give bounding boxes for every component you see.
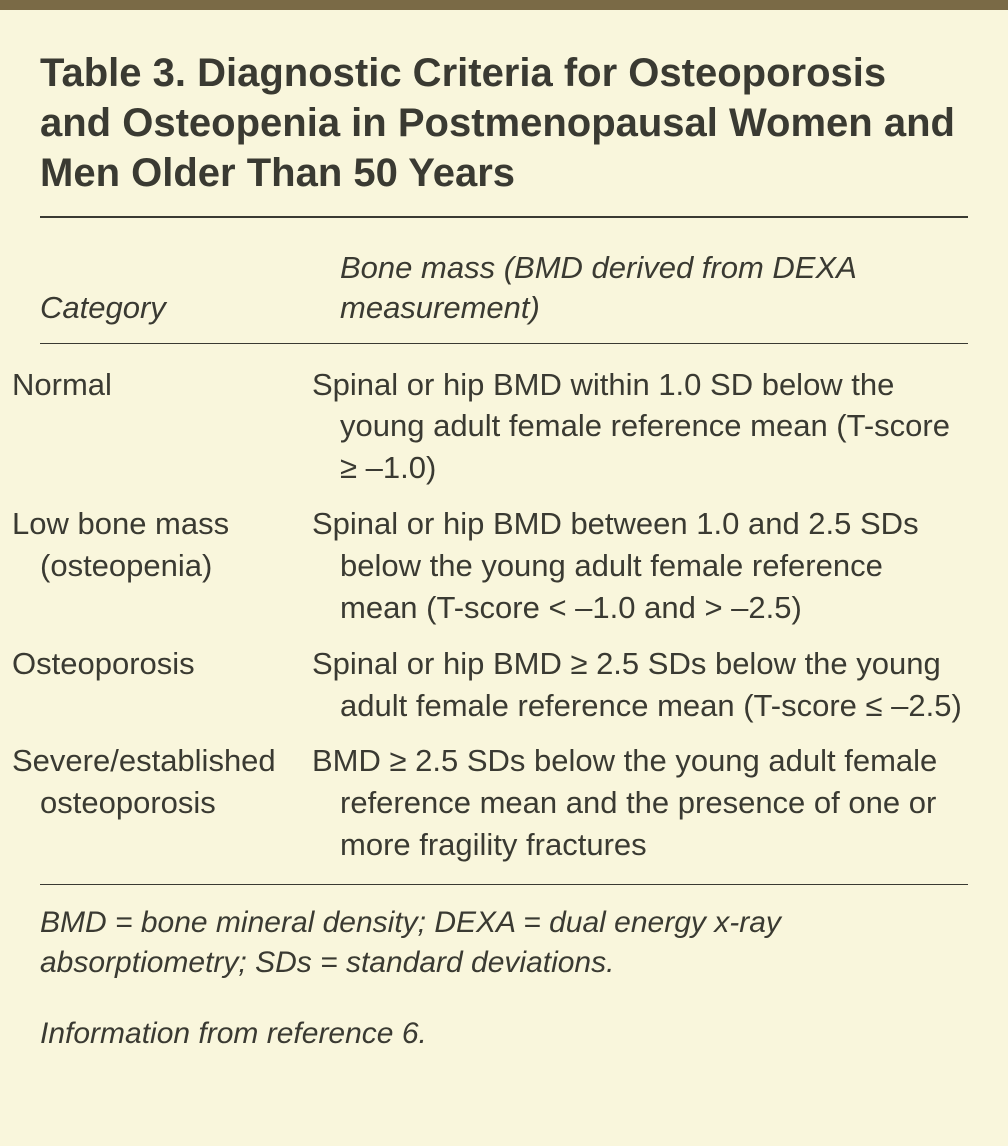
cell-category: Severe/established osteoporosis xyxy=(40,740,340,824)
table-row: Normal Spinal or hip BMD within 1.0 SD b… xyxy=(40,364,968,490)
column-header-category: Category xyxy=(40,288,340,328)
cell-category: Low bone mass (osteopenia) xyxy=(40,503,340,587)
column-header-bone-mass: Bone mass (BMD derived from DEXA measure… xyxy=(340,248,968,329)
table-frame: Table 3. Diagnostic Criteria for Osteopo… xyxy=(0,0,1008,1146)
table-row: Severe/established osteoporosis BMD ≥ 2.… xyxy=(40,740,968,866)
cell-bone-mass: Spinal or hip BMD within 1.0 SD below th… xyxy=(340,364,968,490)
cell-bone-mass: Spinal or hip BMD between 1.0 and 2.5 SD… xyxy=(340,503,968,629)
rule-bottom xyxy=(40,884,968,885)
table-title: Table 3. Diagnostic Criteria for Osteopo… xyxy=(40,48,968,198)
cell-bone-mass: Spinal or hip BMD ≥ 2.5 SDs below the yo… xyxy=(340,643,968,727)
cell-bone-mass: BMD ≥ 2.5 SDs below the young adult fema… xyxy=(340,740,968,866)
table-header-row: Category Bone mass (BMD derived from DEX… xyxy=(40,218,968,343)
cell-category: Normal xyxy=(40,364,340,406)
table-body: Normal Spinal or hip BMD within 1.0 SD b… xyxy=(40,344,968,884)
footnote-abbreviations: BMD = bone mineral density; DEXA = dual … xyxy=(40,903,968,984)
table-row: Osteoporosis Spinal or hip BMD ≥ 2.5 SDs… xyxy=(40,643,968,727)
table-row: Low bone mass (osteopenia) Spinal or hip… xyxy=(40,503,968,629)
footnote-source: Information from reference 6. xyxy=(40,1014,968,1055)
cell-category: Osteoporosis xyxy=(40,643,340,685)
